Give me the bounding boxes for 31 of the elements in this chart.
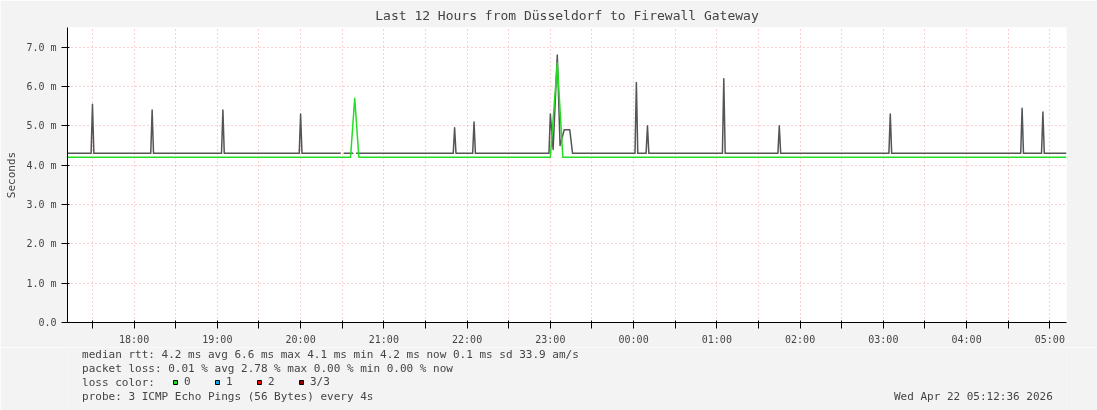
x-tick-label: 04:00 xyxy=(951,333,982,345)
legend-label: 3/3 xyxy=(310,375,330,388)
y-tick-label: 7.0 m xyxy=(26,41,57,53)
chart-title: Last 12 Hours from Düsseldorf to Firewall Gateway xyxy=(375,7,759,23)
x-tick-label: 21:00 xyxy=(368,333,399,345)
legend-title: loss color: xyxy=(82,376,155,389)
y-axis-title: Seconds xyxy=(5,151,19,199)
x-tick-label: 19:00 xyxy=(202,333,233,345)
y-tick-label: 6.0 m xyxy=(26,81,57,92)
y-tick-label: 1.0 m xyxy=(26,277,57,289)
text: packet loss: 0.01 % avg 2.78 % max 0.00 % min 0.00 % now xyxy=(82,362,454,375)
legend-label: 1 xyxy=(226,375,234,388)
legend-label: 0 xyxy=(184,375,192,388)
y-tick-label: 3.0 m xyxy=(26,199,57,210)
text: median rtt: 4.2 ms avg 6.6 ms max 4.1 ms min 4.2 ms now 0.1 ms sd 33.9 am/s xyxy=(82,348,579,361)
x-tick-label: 03:00 xyxy=(868,333,899,345)
y-tick-label: 4.0 m xyxy=(26,159,57,171)
x-tick-label: 22:00 xyxy=(452,333,483,345)
text: probe: 3 ICMP Echo Pings (56 Bytes) every 4s xyxy=(82,390,374,403)
x-tick-label: 05:00 xyxy=(1034,333,1065,345)
y-tick-label: 0.0 xyxy=(38,317,57,328)
text: Wed Apr 22 05:12:36 2026 xyxy=(893,390,1053,403)
x-tick-label: 02:00 xyxy=(785,333,816,345)
x-tick-label: 00:00 xyxy=(618,333,649,345)
x-tick-label: 18:00 xyxy=(119,333,150,345)
x-tick-label: 01:00 xyxy=(701,333,732,345)
y-tick-label: 5.0 m xyxy=(26,120,57,132)
y-tick-label: 2.0 m xyxy=(26,238,57,250)
x-tick-label: 23:00 xyxy=(535,333,566,345)
x-tick-label: 20:00 xyxy=(285,333,316,345)
legend-label: 2 xyxy=(268,375,276,388)
